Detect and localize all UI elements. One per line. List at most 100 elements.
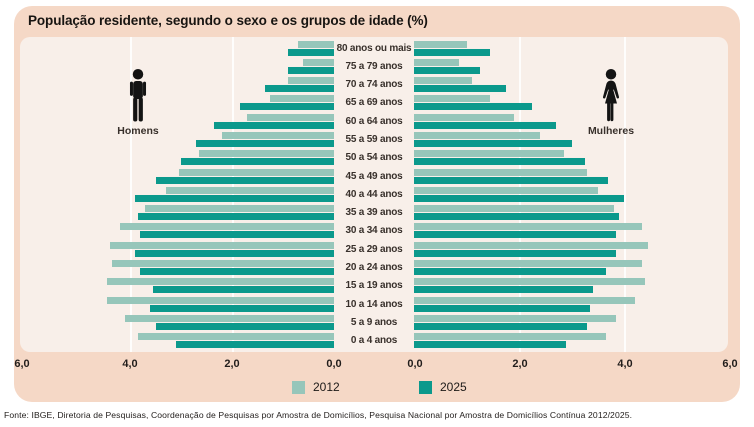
bar-mulheres-2012 — [414, 314, 617, 322]
age-row: 40 a 44 anos — [20, 186, 728, 204]
bar-homens-2012 — [178, 168, 334, 176]
left-bars — [20, 186, 334, 202]
bar-mulheres-2012 — [414, 132, 540, 140]
bar-mulheres-2012 — [414, 77, 472, 85]
source-note: Fonte: IBGE, Diretoria de Pesquisas, Coo… — [4, 410, 633, 420]
bar-homens-2025 — [153, 286, 334, 294]
bar-homens-2025 — [155, 322, 334, 330]
bar-homens-2012 — [303, 58, 334, 66]
age-group-label: 70 a 74 anos — [345, 79, 403, 91]
bar-mulheres-2025 — [414, 286, 593, 294]
age-row: 35 a 39 anos — [20, 204, 728, 222]
right-bars — [414, 113, 728, 129]
bar-mulheres-2012 — [414, 205, 614, 213]
bar-homens-2012 — [137, 333, 334, 341]
age-group-label: 30 a 34 anos — [345, 225, 403, 237]
age-group-label: 0 a 4 anos — [350, 335, 398, 347]
right-bars — [414, 132, 728, 148]
right-bars — [414, 58, 728, 74]
bar-mulheres-2012 — [414, 168, 588, 176]
right-bars — [414, 95, 728, 111]
right-bars — [414, 278, 728, 294]
legend-swatch-2012 — [292, 380, 305, 394]
right-bars — [414, 40, 728, 56]
legend-label-2025: 2025 — [440, 380, 467, 394]
age-row: 70 a 74 anos — [20, 76, 728, 94]
right-bars — [414, 223, 728, 239]
age-row: 30 a 34 anos — [20, 222, 728, 240]
legend-item-2025: 2025 — [419, 380, 467, 394]
bar-homens-2025 — [214, 121, 334, 129]
bar-homens-2025 — [155, 176, 334, 184]
age-group-label: 50 a 54 anos — [345, 152, 403, 164]
age-group-label: 15 a 19 anos — [345, 280, 403, 292]
legend-label-2012: 2012 — [313, 380, 340, 394]
bar-homens-2012 — [247, 113, 334, 121]
left-bars — [20, 223, 334, 239]
age-row: 15 a 19 anos — [20, 277, 728, 295]
bar-mulheres-2012 — [414, 186, 598, 194]
bar-mulheres-2012 — [414, 95, 491, 103]
gridline-left-2 — [232, 37, 234, 352]
x-tick-left-4: 4,0 — [122, 358, 138, 370]
legend-item-2012: 2012 — [292, 380, 340, 394]
right-bars — [414, 314, 728, 330]
age-group-label: 40 a 44 anos — [345, 188, 403, 200]
x-tick-right-0: 0,0 — [407, 358, 423, 370]
left-bars — [20, 77, 334, 93]
age-group-label: 10 a 14 anos — [345, 298, 403, 310]
women-label: Mulheres — [587, 125, 635, 137]
x-tick-left-0: 0,0 — [326, 358, 342, 370]
age-row: 5 a 9 anos — [20, 314, 728, 332]
man-icon — [122, 69, 154, 123]
bar-homens-2012 — [145, 205, 334, 213]
bar-homens-2025 — [140, 268, 334, 276]
bar-homens-2025 — [288, 66, 334, 74]
age-row: 75 a 79 anos — [20, 58, 728, 76]
chart-title: População residente, segundo o sexo e os… — [28, 13, 428, 28]
bar-mulheres-2025 — [414, 249, 617, 257]
right-bars — [414, 241, 728, 257]
bar-homens-2012 — [198, 150, 334, 158]
bar-mulheres-2012 — [414, 58, 459, 66]
bar-mulheres-2025 — [414, 85, 506, 93]
right-bars — [414, 77, 728, 93]
bar-mulheres-2012 — [414, 40, 467, 48]
age-row: 20 a 24 anos — [20, 259, 728, 277]
x-tick-right-2: 2,0 — [512, 358, 528, 370]
bar-homens-2025 — [288, 48, 334, 56]
left-bars — [20, 314, 334, 330]
bar-homens-2012 — [165, 186, 334, 194]
left-bars — [20, 205, 334, 221]
bar-mulheres-2025 — [414, 231, 617, 239]
bar-mulheres-2025 — [414, 158, 585, 166]
left-bars — [20, 40, 334, 56]
bar-homens-2012 — [112, 260, 334, 268]
bar-homens-2025 — [135, 249, 334, 257]
age-row: 25 a 29 anos — [20, 240, 728, 258]
bar-homens-2012 — [107, 278, 334, 286]
bar-homens-2012 — [298, 40, 334, 48]
bar-mulheres-2025 — [414, 121, 556, 129]
pyramid-rows: 80 anos ou mais 75 a 79 anos 70 a 74 anos 6… — [20, 37, 728, 352]
age-group-label: 35 a 39 anos — [345, 207, 403, 219]
bar-mulheres-2012 — [414, 150, 564, 158]
x-tick-left-2: 2,0 — [224, 358, 240, 370]
bar-mulheres-2025 — [414, 268, 606, 276]
x-tick-right-6: 6,0 — [722, 358, 738, 370]
age-group-label: 5 a 9 anos — [350, 316, 398, 328]
age-group-label: 80 anos ou mais — [336, 42, 412, 54]
bar-homens-2025 — [265, 85, 334, 93]
bar-homens-2012 — [288, 77, 334, 85]
x-tick-right-4: 4,0 — [617, 358, 633, 370]
age-group-label: 20 a 24 anos — [345, 262, 403, 274]
left-bars — [20, 278, 334, 294]
left-bars — [20, 260, 334, 276]
bar-mulheres-2012 — [414, 333, 606, 341]
left-bars — [20, 95, 334, 111]
left-bars — [20, 296, 334, 312]
age-row: 60 a 64 anos — [20, 113, 728, 131]
bar-mulheres-2012 — [414, 260, 643, 268]
gridline-left-4 — [130, 37, 132, 352]
bar-mulheres-2012 — [414, 296, 635, 304]
